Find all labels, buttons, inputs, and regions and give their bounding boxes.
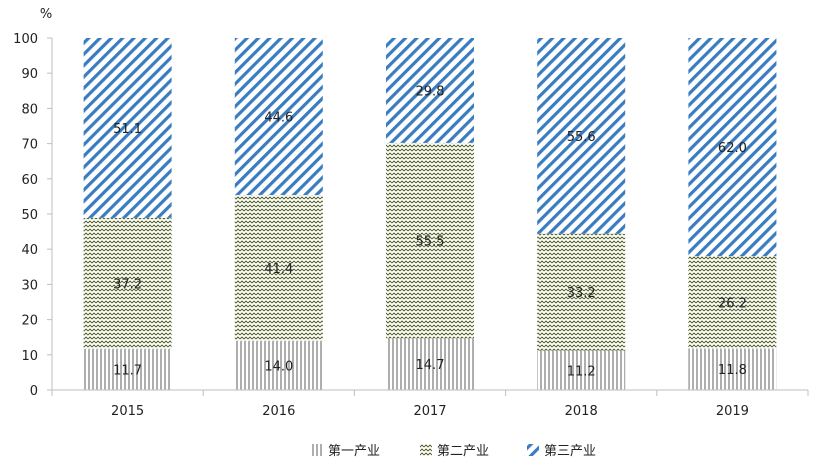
- bar-segment-diagonal: [537, 38, 626, 234]
- y-tick-label: 70: [21, 138, 38, 153]
- data-label: 55.6: [567, 130, 596, 145]
- y-axis: 0 10 20 30 40 50 60 70 80 90 100: [13, 32, 53, 399]
- bar-segment-diagonal: [83, 38, 172, 218]
- bar-segment-vertical: [386, 338, 474, 390]
- data-label: 11.2: [567, 364, 596, 379]
- x-tick-label: 2018: [565, 404, 598, 419]
- x-axis: 2015 2016 2017 2018 2019: [51, 389, 809, 419]
- data-label: 14.0: [264, 359, 293, 374]
- legend-swatch: [527, 444, 539, 456]
- y-tick-label: 80: [21, 102, 38, 117]
- y-tick-label: 50: [21, 208, 38, 223]
- legend-item: 第一产业: [311, 444, 380, 459]
- data-label: 29.8: [416, 84, 445, 99]
- bar-segment-zigzag: [537, 233, 626, 351]
- x-tick-label: 2016: [262, 404, 295, 419]
- data-label: 33.2: [567, 286, 596, 301]
- data-label: 26.2: [718, 296, 747, 311]
- y-tick-label: 30: [21, 278, 38, 293]
- data-label: 37.2: [113, 277, 142, 292]
- x-tick-label: 2015: [111, 404, 144, 419]
- y-tick-label: 10: [21, 349, 38, 364]
- legend-item: 第二产业: [420, 444, 489, 459]
- y-tick-label: 100: [13, 32, 38, 47]
- bar-segment-diagonal: [688, 38, 777, 257]
- x-tick-label: 2017: [413, 404, 446, 419]
- x-tick-label: 2019: [716, 404, 749, 419]
- data-label: 11.8: [718, 363, 747, 378]
- y-axis-unit: %: [40, 7, 52, 22]
- bar-segment-diagonal: [234, 38, 323, 195]
- bar-segment-zigzag: [688, 256, 777, 349]
- bars-group: 11.7 37.2 51.1 14.0 41.4 44.6 14.7 55.5 29.8 11.2…: [83, 38, 777, 390]
- legend-label: 第二产业: [437, 444, 489, 459]
- bar-segment-vertical: [537, 350, 626, 390]
- data-label: 55.5: [416, 235, 445, 250]
- data-label: 44.6: [264, 110, 293, 125]
- bar-segment-zigzag: [83, 217, 172, 349]
- data-label: 11.7: [113, 363, 142, 378]
- legend-swatch: [420, 444, 432, 456]
- bar-segment-vertical: [234, 340, 323, 390]
- legend: 第一产业 第二产业 第三产业: [311, 444, 596, 459]
- bar-segment-vertical: [688, 348, 777, 390]
- y-tick-label: 90: [21, 67, 38, 82]
- bar-segment-vertical: [83, 348, 172, 390]
- legend-swatch: [311, 444, 323, 456]
- y-tick-label: 0: [30, 384, 38, 399]
- legend-label: 第三产业: [544, 444, 596, 459]
- legend-item: 第三产业: [527, 444, 596, 459]
- y-tick-label: 40: [21, 243, 38, 258]
- data-label: 62.0: [718, 141, 747, 156]
- data-label: 41.4: [264, 262, 293, 277]
- bar-segment-zigzag: [234, 194, 323, 341]
- bar-segment-zigzag: [386, 142, 474, 339]
- y-tick-label: 60: [21, 173, 38, 188]
- bar-segment-diagonal: [386, 38, 474, 143]
- legend-label: 第一产业: [328, 444, 380, 459]
- data-label: 51.1: [113, 122, 142, 137]
- y-tick-label: 20: [21, 314, 38, 329]
- data-label: 14.7: [416, 358, 445, 373]
